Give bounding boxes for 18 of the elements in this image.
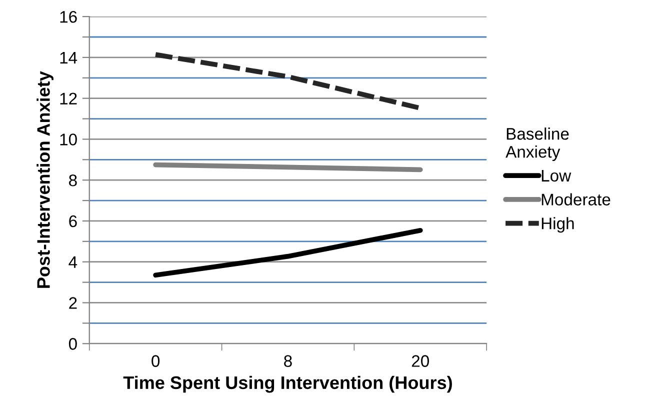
legend-title: Baseline Anxiety — [506, 128, 569, 162]
y-tick-label: 12 — [60, 92, 77, 104]
x-axis-title: Time Spent Using Intervention (Hours) — [123, 376, 452, 393]
legend-label: Low — [542, 170, 572, 182]
legend-label: Moderate — [542, 193, 610, 206]
y-tick-label: 2 — [69, 297, 77, 309]
y-tick-label: 10 — [60, 134, 77, 146]
y-tick-label: 6 — [69, 215, 77, 228]
x-tick-label: 20 — [412, 355, 429, 367]
y-tick-label: 8 — [69, 174, 77, 186]
y-axis-title: Post-Intervention Anxiety — [36, 71, 54, 288]
x-tick-label: 0 — [152, 355, 160, 367]
y-tick-label: 16 — [60, 10, 77, 23]
y-tick-label: 14 — [60, 52, 78, 64]
legend-label: High — [542, 217, 574, 233]
y-tick-label: 4 — [68, 256, 78, 268]
y-tick-label: 0 — [68, 338, 77, 350]
x-tick-label: 8 — [284, 355, 292, 367]
